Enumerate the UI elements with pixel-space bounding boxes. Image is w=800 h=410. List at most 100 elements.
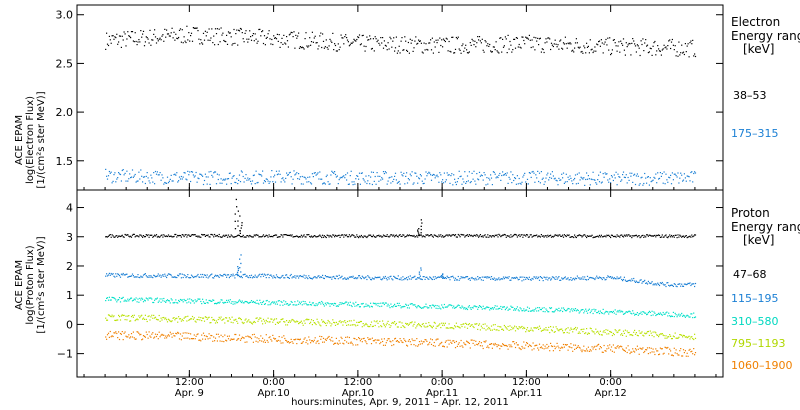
data-point [139,297,141,299]
data-point [617,45,619,47]
data-point [108,35,110,37]
data-point [658,312,660,314]
data-point [362,338,364,340]
data-point [465,276,467,278]
data-point [586,279,588,281]
data-point [456,325,458,327]
data-point [240,301,242,304]
data-point [602,308,604,310]
data-point [162,334,164,336]
data-point [655,332,657,334]
data-point [548,37,550,39]
data-point [339,46,341,48]
data-point [649,234,651,236]
data-point [394,277,397,279]
data-point [402,276,404,278]
data-point [665,312,667,314]
data-point [180,299,182,301]
data-point [188,277,190,279]
data-point [545,327,547,329]
data-point [440,44,442,47]
data-point [452,36,454,38]
data-point [175,332,177,334]
data-point [301,175,303,178]
data-point [368,276,370,278]
data-point [412,276,414,279]
data-point [168,35,170,37]
data-point [459,49,461,51]
data-point [322,234,324,236]
data-point [289,234,291,236]
data-point [440,327,442,329]
data-point [302,276,304,278]
data-point [348,234,350,236]
data-point [621,346,623,348]
data-point [431,339,433,341]
data-point [411,235,413,237]
data-point [418,306,421,308]
data-point [559,179,561,181]
data-point [222,235,224,237]
data-point [540,234,542,236]
data-point [269,274,271,276]
data-point [587,332,589,334]
data-point [546,276,548,278]
data-point [130,37,132,39]
data-point [498,307,500,310]
data-point [293,339,295,341]
data-point [413,276,415,278]
data-point [181,29,183,31]
data-point [593,179,595,181]
data-point [637,348,639,350]
data-point [405,278,407,280]
data-point [166,337,168,339]
data-point [658,48,660,50]
data-point [214,340,216,342]
data-point [446,234,448,236]
data-point [651,180,653,182]
data-point [654,284,656,286]
data-point [594,310,596,312]
data-point [196,27,198,29]
data-point [281,178,283,180]
data-point [520,276,522,278]
data-point [605,173,607,175]
data-point [646,234,649,236]
data-point [458,304,460,307]
data-point [367,337,369,339]
data-point [456,38,458,40]
data-point [625,347,627,349]
proton-legend-entry-47-68: 47–68 [733,268,767,281]
data-point [166,33,169,35]
data-point [453,234,455,236]
data-point [345,235,347,237]
data-point [370,321,373,323]
data-point [416,234,418,237]
data-point [629,311,631,313]
data-point [562,177,564,179]
data-point [123,236,125,238]
data-point [249,301,251,304]
data-point [541,277,543,279]
data-point [312,277,314,279]
data-point [468,342,470,344]
data-point [527,346,529,348]
data-point [625,234,627,236]
data-point [253,40,255,42]
data-point [550,345,553,347]
data-point [406,344,408,346]
data-point [382,37,384,39]
data-point [694,53,696,55]
data-point [655,173,657,175]
data-point [694,352,697,354]
data-point [493,328,495,330]
data-point [578,47,580,49]
data-point [192,318,194,320]
data-point [127,234,129,236]
data-point [626,351,628,354]
data-point [585,308,587,310]
data-point [121,314,123,316]
data-point [386,234,388,236]
data-point [270,236,272,238]
data-point [242,234,244,236]
